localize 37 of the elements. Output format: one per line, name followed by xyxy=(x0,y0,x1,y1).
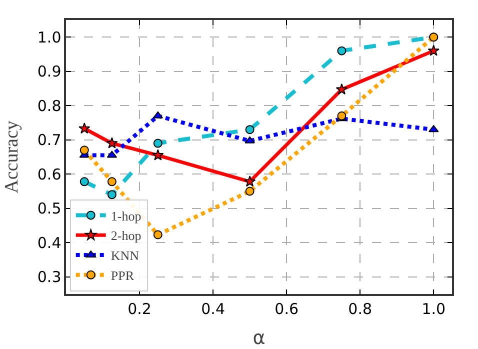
point xyxy=(78,122,90,134)
point xyxy=(245,125,254,134)
point xyxy=(337,46,346,56)
x-tick-label: 0.4 xyxy=(201,300,225,318)
y-tick-label: 0.9 xyxy=(37,62,62,81)
y-tick-label: 0.6 xyxy=(37,165,62,184)
point xyxy=(153,230,162,240)
x-tick-label: 0.6 xyxy=(274,300,298,318)
point xyxy=(245,186,254,196)
x-tick-label: 1.0 xyxy=(422,300,446,318)
point xyxy=(80,146,89,155)
point xyxy=(336,83,348,95)
point xyxy=(153,138,162,148)
legend-label: 2-hop xyxy=(110,228,142,244)
point xyxy=(244,136,255,144)
legend-label: KNN xyxy=(110,248,140,264)
y-tick-label: 1.0 xyxy=(37,28,62,46)
point xyxy=(107,190,116,200)
y-tick-label: 0.7 xyxy=(37,131,62,150)
point xyxy=(428,44,440,56)
x-axis-title: α xyxy=(252,327,266,349)
x-tick-label: 0.2 xyxy=(128,300,152,318)
legend-label: PPR xyxy=(110,268,134,283)
y-axis-title: Accuracy xyxy=(2,120,22,194)
point xyxy=(152,149,164,160)
y-tick-label: 0.8 xyxy=(37,96,62,115)
point xyxy=(428,125,439,132)
y-tick-label: 0.4 xyxy=(37,234,62,252)
point xyxy=(80,177,89,186)
y-tick-label: 0.5 xyxy=(37,200,62,218)
point xyxy=(107,177,116,186)
x-tick-label: 0.8 xyxy=(348,300,372,318)
point xyxy=(337,111,346,120)
point xyxy=(106,137,118,148)
point xyxy=(244,176,256,187)
legend-label: 1-hop xyxy=(110,208,142,224)
y-tick-label: 0.3 xyxy=(37,268,62,286)
